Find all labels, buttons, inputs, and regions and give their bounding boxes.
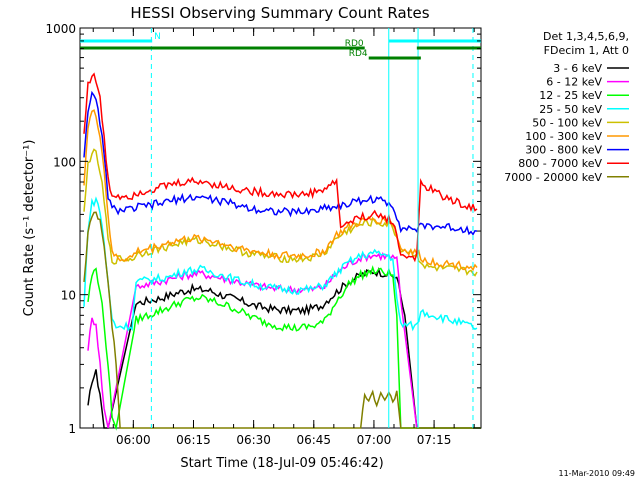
flag-label: RD4: [349, 49, 368, 59]
x-tick-label: 06:15: [176, 433, 211, 447]
series-line: [83, 90, 478, 236]
plot-area: [79, 27, 482, 429]
y-tick-label: 1: [68, 422, 76, 436]
series-line: [83, 211, 481, 429]
legend-entry-label: 7000 - 20000 keV: [504, 171, 602, 184]
x-tick-label: 07:00: [357, 433, 392, 447]
legend-header-line-2: FDecim 1, Att 0: [544, 44, 629, 57]
x-tick-label: 06:00: [116, 433, 151, 447]
legend-entry-label: 800 - 7000 keV: [518, 157, 602, 170]
legend-header-line-1: Det 1,3,4,5,6,9,: [543, 30, 629, 43]
series-line: [87, 265, 481, 431]
legend-entry-label: 100 - 300 keV: [525, 130, 602, 143]
series-line: [83, 109, 478, 272]
legend-entry-label: 3 - 6 keV: [553, 62, 602, 75]
footer-date: 11-Mar-2010 09:49: [559, 469, 636, 478]
series-line: [83, 196, 478, 332]
series-line: [87, 267, 481, 429]
x-tick-label: 06:45: [296, 433, 331, 447]
legend-entry-label: 50 - 100 keV: [532, 116, 602, 129]
plot-frame: [79, 27, 482, 429]
x-tick-label: 07:15: [417, 433, 452, 447]
series-line: [87, 251, 481, 429]
y-tick-label: 100: [53, 155, 76, 169]
legend-entry-label: 300 - 800 keV: [525, 144, 602, 157]
legend-entry-label: 12 - 25 keV: [539, 89, 602, 102]
x-tick-label: 06:30: [236, 433, 271, 447]
axes-layer: 1 10 100 1000 06:00 06:15 06:30 06:45 07:00 07:15: [45, 22, 481, 447]
y-tick-label: 10: [61, 289, 76, 303]
flag-label: RD0: [345, 39, 364, 49]
series-line: [83, 72, 478, 263]
legend: Det 1,3,4,5,6,9, FDecim 1, Att 0 3 - 6 k…: [504, 30, 629, 184]
legend-entry-label: 25 - 50 keV: [539, 103, 602, 116]
legend-entry-label: 6 - 12 keV: [546, 76, 602, 89]
chart-title: HESSI Observing Summary Count Rates: [130, 4, 429, 22]
y-tick-label: 1000: [45, 22, 76, 36]
flag-label: N: [154, 32, 161, 42]
x-axis-label: Start Time (18-Jul-09 05:46:42): [180, 456, 383, 471]
y-axis-label: Count Rate (s⁻¹ detector⁻¹): [22, 140, 37, 317]
series-layer: [83, 72, 481, 431]
